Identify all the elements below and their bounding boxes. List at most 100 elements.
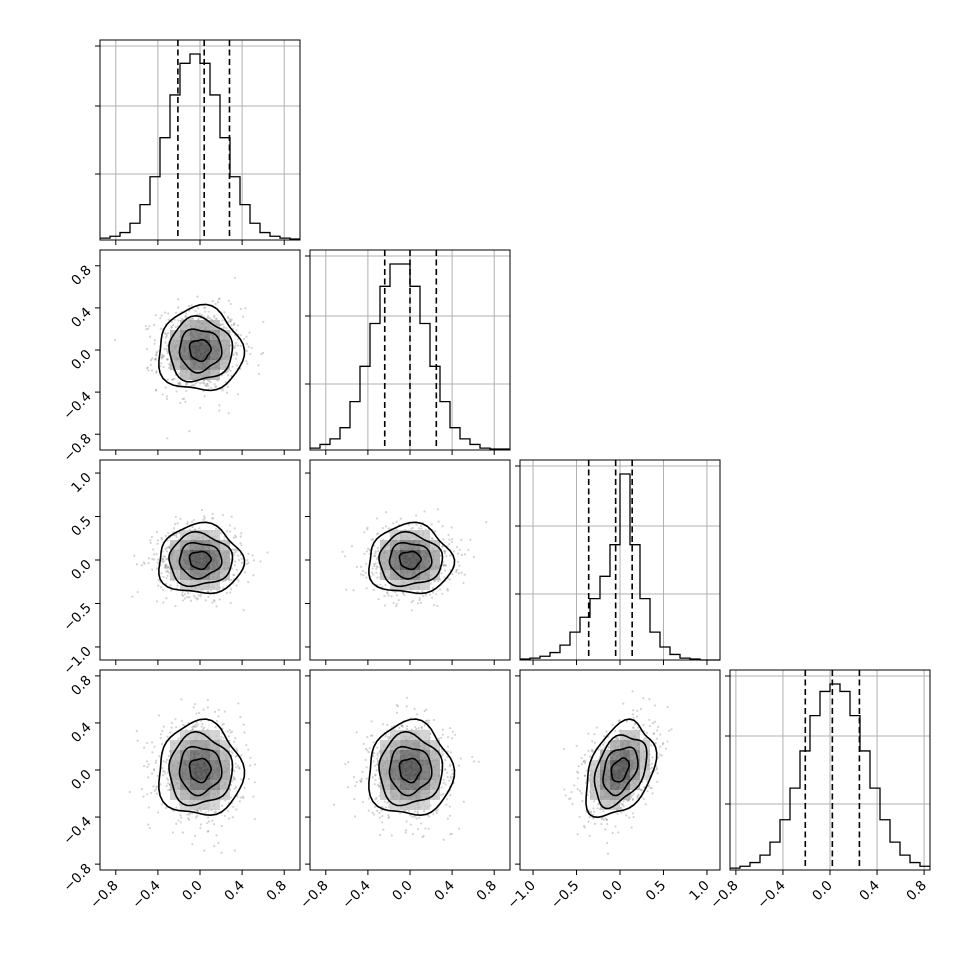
scatter-point	[233, 849, 236, 852]
scatter-point	[221, 804, 224, 807]
scatter-point	[390, 595, 393, 598]
scatter-point	[156, 558, 160, 561]
scatter-point	[419, 601, 423, 604]
scatter-point	[353, 815, 357, 818]
scatter-point	[360, 780, 363, 783]
density-cell	[200, 770, 210, 780]
scatter-point	[226, 316, 229, 319]
density-cell	[380, 570, 390, 580]
scatter-point	[413, 815, 416, 818]
scatter-point	[229, 320, 232, 323]
scatter-point	[370, 538, 373, 541]
scatter-point	[386, 723, 389, 726]
histogram-bin	[180, 63, 190, 240]
scatter-point	[191, 726, 194, 729]
scatter-point	[213, 710, 217, 713]
scatter-point	[359, 779, 362, 782]
histogram-bin	[230, 177, 240, 240]
scatter-point	[231, 816, 234, 819]
scatter-point	[401, 591, 405, 594]
scatter-point	[196, 313, 199, 316]
scatter-point	[223, 579, 226, 583]
scatter-point	[148, 826, 151, 830]
scatter-point	[160, 586, 163, 589]
scatter-point	[573, 784, 576, 787]
histogram-bin	[190, 54, 200, 240]
density-cell	[410, 760, 420, 770]
scatter-point	[386, 801, 389, 804]
density-cell	[430, 750, 440, 760]
histogram-bin	[560, 645, 570, 660]
histogram-panel-2	[515, 459, 721, 665]
scatter-point	[384, 735, 387, 738]
scatter-point	[166, 574, 169, 577]
scatter-point	[160, 538, 164, 541]
scatter-point	[226, 730, 229, 733]
scatter-point	[341, 550, 344, 553]
scatter-point	[385, 511, 388, 514]
scatter-point	[156, 600, 159, 603]
scatter-point	[193, 518, 196, 522]
scatter-point	[155, 388, 158, 391]
scatter-point	[147, 561, 150, 565]
density-cell	[380, 780, 390, 790]
scatter-point	[441, 728, 445, 731]
density-cell	[210, 560, 220, 570]
histogram-bin	[330, 439, 340, 450]
density-cell	[220, 560, 230, 570]
scatter-point	[197, 317, 200, 320]
scatter-point	[239, 535, 242, 538]
scatter-point	[444, 564, 447, 567]
scatter-point	[225, 591, 228, 595]
scatter-point	[174, 726, 178, 729]
scatter-point	[460, 571, 463, 574]
scatter-point	[164, 547, 167, 551]
scatter-point	[179, 821, 182, 824]
histogram-bin	[810, 716, 820, 870]
scatter-point	[395, 528, 398, 531]
scatter-point	[234, 344, 237, 347]
scatter-point	[435, 809, 438, 813]
density-cell	[420, 570, 430, 580]
y-tick-label: −0.4	[60, 389, 94, 423]
scatter-point	[146, 765, 149, 768]
scatter-point	[204, 599, 207, 602]
contour-line	[378, 730, 444, 807]
scatter-point	[155, 530, 158, 534]
density-content	[341, 508, 488, 612]
scatter-point	[473, 760, 476, 763]
scatter-point	[151, 357, 154, 360]
scatter-point	[230, 780, 233, 783]
scatter-point	[146, 366, 149, 369]
density-cell	[420, 750, 430, 760]
scatter-point	[204, 811, 207, 814]
scatter-point	[374, 550, 377, 553]
density-cell	[180, 740, 190, 750]
contour-line	[368, 718, 456, 817]
scatter-point	[167, 565, 170, 568]
scatter-point	[372, 573, 375, 576]
scatter-point	[166, 378, 169, 381]
density-cell	[420, 730, 430, 740]
scatter-point	[376, 763, 379, 766]
scatter-point	[442, 564, 445, 567]
scatter-point	[180, 317, 183, 321]
scatter-point	[178, 372, 181, 375]
scatter-point	[458, 564, 461, 567]
scatter-point	[213, 811, 216, 814]
scatter-point	[661, 743, 664, 746]
scatter-point	[446, 817, 450, 820]
scatter-point	[442, 838, 445, 841]
scatter-point	[174, 604, 177, 608]
scatter-point	[159, 736, 162, 740]
histogram-bin	[780, 820, 790, 870]
scatter-point	[207, 820, 211, 823]
scatter-point	[182, 723, 185, 727]
scatter-point	[207, 590, 210, 593]
scatter-point	[406, 725, 409, 728]
scatter-point	[362, 742, 365, 745]
scatter-point	[409, 814, 412, 817]
scatter-point	[163, 348, 166, 351]
scatter-point	[154, 389, 158, 392]
scatter-point	[178, 382, 181, 385]
